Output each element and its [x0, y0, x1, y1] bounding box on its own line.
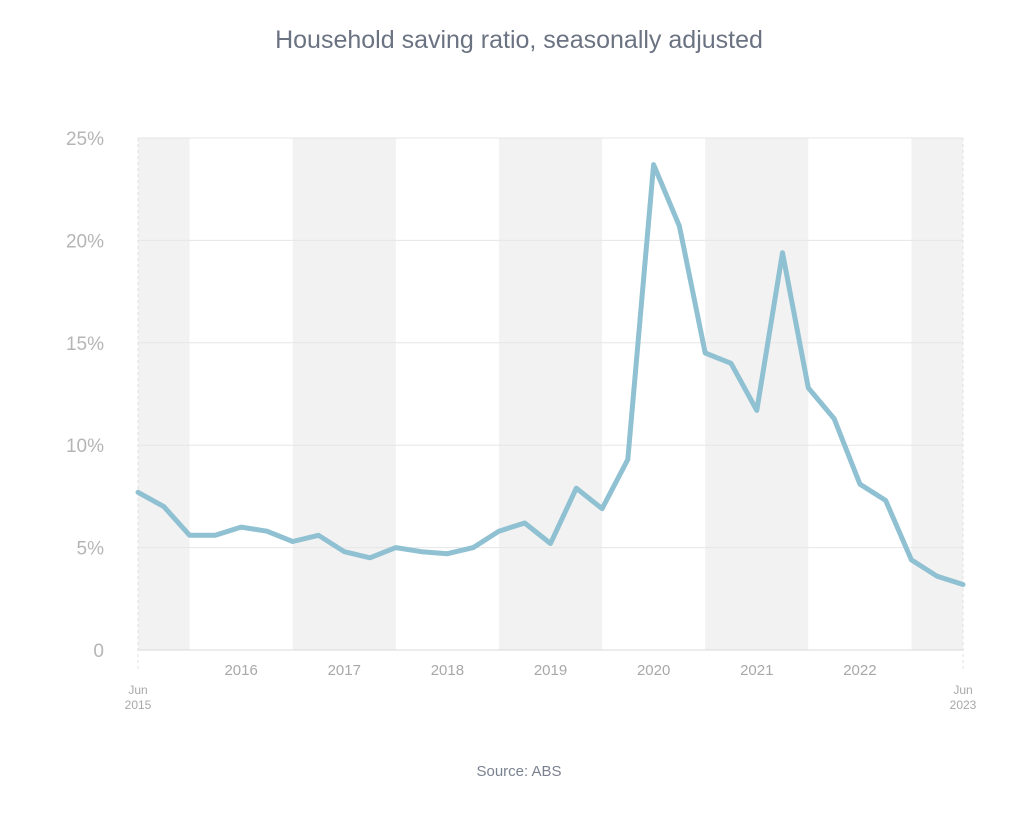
year-band — [292, 138, 396, 650]
x-year-label: 2018 — [431, 662, 464, 679]
y-tick-label: 25% — [66, 129, 104, 150]
x-year-label: 2022 — [843, 662, 876, 679]
x-edge-label: Jun — [128, 683, 147, 697]
x-edge-label: Jun — [953, 683, 972, 697]
y-tick-label: 15% — [66, 334, 104, 355]
y-tick-label: 5% — [77, 539, 105, 560]
x-edge-label: 2023 — [950, 698, 977, 712]
x-year-label: 2016 — [224, 662, 257, 679]
year-band — [911, 138, 963, 650]
x-year-label: 2019 — [534, 662, 567, 679]
year-band — [498, 138, 603, 650]
x-year-label: 2020 — [637, 662, 670, 679]
year-band — [705, 138, 809, 650]
year-band — [138, 138, 190, 650]
x-edge-label: 2015 — [125, 698, 152, 712]
source-note: Source: ABS — [476, 763, 561, 780]
y-tick-label: 10% — [66, 436, 104, 457]
x-year-label: 2017 — [328, 662, 361, 679]
series-line — [135, 162, 966, 587]
x-year-label: 2021 — [740, 662, 773, 679]
chart-title: Household saving ratio, seasonally adjus… — [275, 26, 763, 54]
y-tick-label: 20% — [66, 231, 104, 252]
y-tick-label: 0 — [93, 641, 104, 662]
